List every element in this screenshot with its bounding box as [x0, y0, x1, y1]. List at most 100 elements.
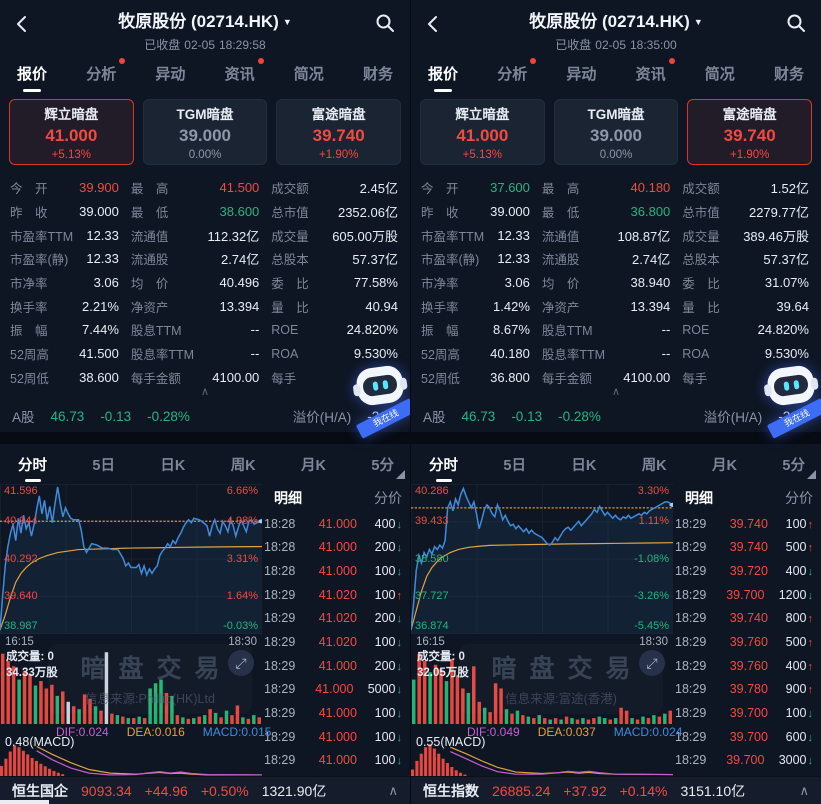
trade-row[interactable]: 18:29 39.760 400↑: [675, 658, 813, 673]
dark-pool-cards: 辉立暗盘 41.000 +5.13% TGM暗盘 39.000 0.00% 富途暗盘 39.7…: [0, 90, 410, 174]
period-tab[interactable]: 周K: [641, 457, 667, 474]
trade-row[interactable]: 18:29 39.720 400↓: [675, 564, 813, 579]
top-tab[interactable]: 分析: [85, 57, 126, 89]
quote-cell: 净资产 13.394: [541, 298, 671, 315]
volume-pane[interactable]: 成交量: 0 34.33万股 ⤢: [0, 650, 262, 724]
period-tab[interactable]: 月K: [712, 457, 738, 474]
quote-cell: 总市值 2352.06亿: [271, 205, 398, 221]
direction-arrow-icon: ↓: [396, 637, 403, 650]
top-tab[interactable]: 报价: [427, 58, 459, 89]
corner-fold-icon[interactable]: [807, 470, 816, 479]
quote-cell: 今 开 37.600: [421, 180, 530, 197]
back-icon[interactable]: [12, 14, 32, 34]
trade-row[interactable]: 18:29 39.760 500↑: [675, 635, 813, 650]
robot-head: [763, 363, 819, 408]
index-footer[interactable]: 恒生指数 26885.24 +37.92 +0.14% 3151.10亿 ∧: [411, 776, 821, 804]
trade-row[interactable]: 18:29 39.740 800↑: [675, 611, 813, 626]
collapse-chevron-icon[interactable]: ∧: [611, 386, 621, 398]
trade-row[interactable]: 18:29 41.000 100↓: [264, 753, 402, 768]
trade-detail-panel: 明细 分价 18:28 41.000 400↓ 18:28 41.000 200↓ 18:2…: [262, 484, 410, 776]
dark-pool-card[interactable]: TGM暗盘 39.000 0.00%: [142, 99, 268, 165]
collapse-chevron-icon[interactable]: ∧: [200, 386, 210, 398]
market-status: 已收盘 02-05 18:35:00: [555, 38, 677, 52]
trade-row[interactable]: 18:29 41.000 100↓: [264, 729, 402, 744]
period-tab[interactable]: 分时: [429, 454, 458, 475]
period-tab[interactable]: 月K: [301, 457, 327, 474]
trade-row[interactable]: 18:29 41.000 100↓: [264, 705, 402, 720]
direction-arrow-icon: ↓: [396, 613, 403, 626]
period-tab[interactable]: 5分: [371, 457, 394, 474]
period-tab[interactable]: 日K: [160, 457, 186, 474]
y-axis-label: 40.944: [4, 515, 38, 528]
trade-row[interactable]: 18:28 41.000 200↓: [264, 540, 402, 555]
expand-icon[interactable]: ⤢: [228, 650, 254, 676]
top-tab[interactable]: 简况: [293, 65, 324, 83]
assistant-robot[interactable]: 我在线: [761, 362, 821, 439]
top-tab[interactable]: 简况: [704, 65, 735, 83]
trade-row[interactable]: 18:29 39.700 1200↓: [675, 587, 813, 602]
trade-row[interactable]: 18:29 39.780 900↑: [675, 682, 813, 697]
period-tab[interactable]: 分时: [18, 454, 47, 475]
quote-cell: 成交额 1.52亿: [682, 181, 809, 197]
top-tab[interactable]: 报价: [16, 58, 48, 89]
trade-row[interactable]: 18:29 41.020 100↑: [264, 587, 402, 602]
trade-row[interactable]: 18:29 39.700 3000↓: [675, 753, 813, 768]
period-tab[interactable]: 周K: [230, 457, 256, 474]
premium-label: 溢价(H/A): [292, 410, 352, 425]
period-tab[interactable]: 5日: [503, 457, 526, 474]
trade-row[interactable]: 18:29 39.700 600↓: [675, 729, 813, 744]
trade-row[interactable]: 18:28 41.000 100↓: [264, 564, 403, 579]
price-plot[interactable]: 41.596 40.944 40.292 39.640 38.987 6.66% 4.98…: [0, 484, 262, 634]
trade-row[interactable]: 18:29 41.000 200↓: [264, 658, 402, 673]
trade-row[interactable]: 18:29 39.740 100↑: [675, 516, 813, 531]
macd-pane[interactable]: 0.55(MACD): [411, 735, 673, 776]
trade-row[interactable]: 18:29 41.020 200↓: [264, 611, 403, 626]
quote-cell: 市盈率(静) 12.33: [421, 251, 530, 268]
macd-pane[interactable]: 0.48(MACD): [0, 735, 262, 776]
top-tab[interactable]: 异动: [155, 65, 186, 83]
period-tab[interactable]: 5日: [92, 457, 115, 474]
trade-row[interactable]: 18:29 41.020 100↓: [264, 635, 403, 650]
top-tab[interactable]: 分析: [496, 57, 537, 89]
intraday-chart[interactable]: 41.596 40.944 40.292 39.640 38.987 6.66% 4.98…: [0, 484, 271, 776]
top-tab[interactable]: 资讯: [635, 57, 675, 89]
top-tab[interactable]: 资讯: [224, 57, 264, 89]
tab-details[interactable]: 明细: [274, 490, 302, 506]
tab-price-distribution[interactable]: 分价: [374, 490, 402, 506]
trade-row[interactable]: 18:29 39.700 100↓: [675, 705, 813, 720]
dark-pool-card[interactable]: 富途暗盘 39.740 +1.90%: [276, 99, 402, 165]
trade-row[interactable]: 18:28 41.000 400↓: [264, 516, 402, 531]
dark-pool-card[interactable]: TGM暗盘 39.000 0.00%: [553, 99, 679, 165]
period-tab[interactable]: 5分: [782, 457, 805, 474]
search-icon[interactable]: [785, 12, 807, 34]
dark-pool-card[interactable]: 辉立暗盘 41.000 +5.13%: [420, 99, 545, 165]
dark-pool-card[interactable]: 辉立暗盘 41.000 +5.13%: [9, 99, 134, 165]
trade-row[interactable]: 18:29 41.000 5000↓: [264, 682, 402, 697]
tab-price-distribution[interactable]: 分价: [785, 490, 813, 506]
trade-row[interactable]: 18:29 39.740 500↑: [675, 540, 813, 555]
search-icon[interactable]: [374, 12, 396, 34]
direction-arrow-icon: ↓: [396, 566, 403, 579]
dark-pool-card[interactable]: 富途暗盘 39.740 +1.90%: [687, 99, 813, 165]
top-tab[interactable]: 财务: [362, 65, 393, 83]
corner-fold-icon[interactable]: [396, 470, 405, 479]
notification-dot-icon: [530, 57, 537, 64]
assistant-robot[interactable]: 我在线: [350, 362, 410, 439]
premium-label: 溢价(H/A): [703, 410, 763, 425]
period-tab[interactable]: 日K: [571, 457, 597, 474]
chart-period-tabs: 分时 5日 日K 周K 月K 5分: [411, 444, 821, 484]
top-tab[interactable]: 异动: [566, 65, 597, 83]
price-plot[interactable]: 40.286 39.433 38.580 37.727 36.874 3.30% 1.11…: [411, 484, 673, 634]
top-tab[interactable]: 财务: [773, 65, 804, 83]
page-title[interactable]: 牧原股份 (02714.HK) ▼: [118, 12, 292, 31]
index-footer[interactable]: 恒生国企 9093.34 +44.96 +0.50% 1321.90亿 ∧: [0, 776, 410, 804]
intraday-chart[interactable]: 40.286 39.433 38.580 37.727 36.874 3.30% 1.11…: [411, 484, 682, 776]
expand-icon[interactable]: ⤢: [639, 650, 665, 676]
section-divider: [0, 432, 410, 444]
time-axis: 16:15 18:30: [416, 636, 668, 648]
back-icon[interactable]: [423, 14, 443, 34]
tab-details[interactable]: 明细: [685, 490, 713, 506]
quote-cell: 昨 收 39.000: [10, 204, 119, 221]
page-title[interactable]: 牧原股份 (02714.HK) ▼: [529, 12, 703, 31]
volume-pane[interactable]: 成交量: 0 32.05万股 ⤢: [411, 650, 673, 724]
